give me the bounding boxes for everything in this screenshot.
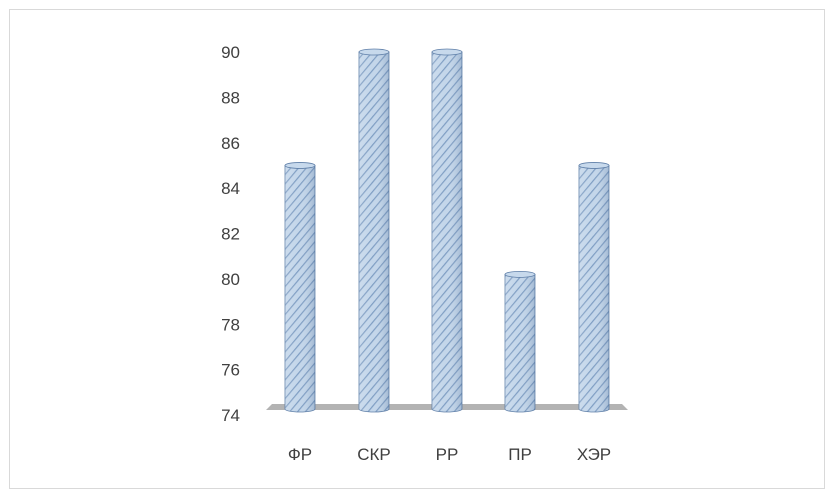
y-tick-label: 74 [221, 406, 240, 425]
x-category-label: ПР [508, 445, 532, 464]
y-tick-label: 80 [221, 270, 240, 289]
bar-2 [358, 48, 390, 413]
bar-5 [578, 162, 610, 413]
x-category-label: РР [436, 445, 459, 464]
y-tick-label: 78 [221, 315, 240, 334]
y-tick-label: 88 [221, 88, 240, 107]
bar-4 [504, 270, 536, 413]
bar-1 [284, 162, 316, 413]
bar-3 [431, 48, 463, 413]
y-tick-label: 86 [221, 134, 240, 153]
y-tick-label: 82 [221, 225, 240, 244]
y-tick-label: 90 [221, 43, 240, 62]
y-tick-label: 84 [221, 179, 240, 198]
x-category-label: СКР [357, 445, 391, 464]
y-tick-label: 76 [221, 361, 240, 380]
x-category-label: ХЭР [577, 445, 611, 464]
x-category-label: ФР [288, 445, 312, 464]
